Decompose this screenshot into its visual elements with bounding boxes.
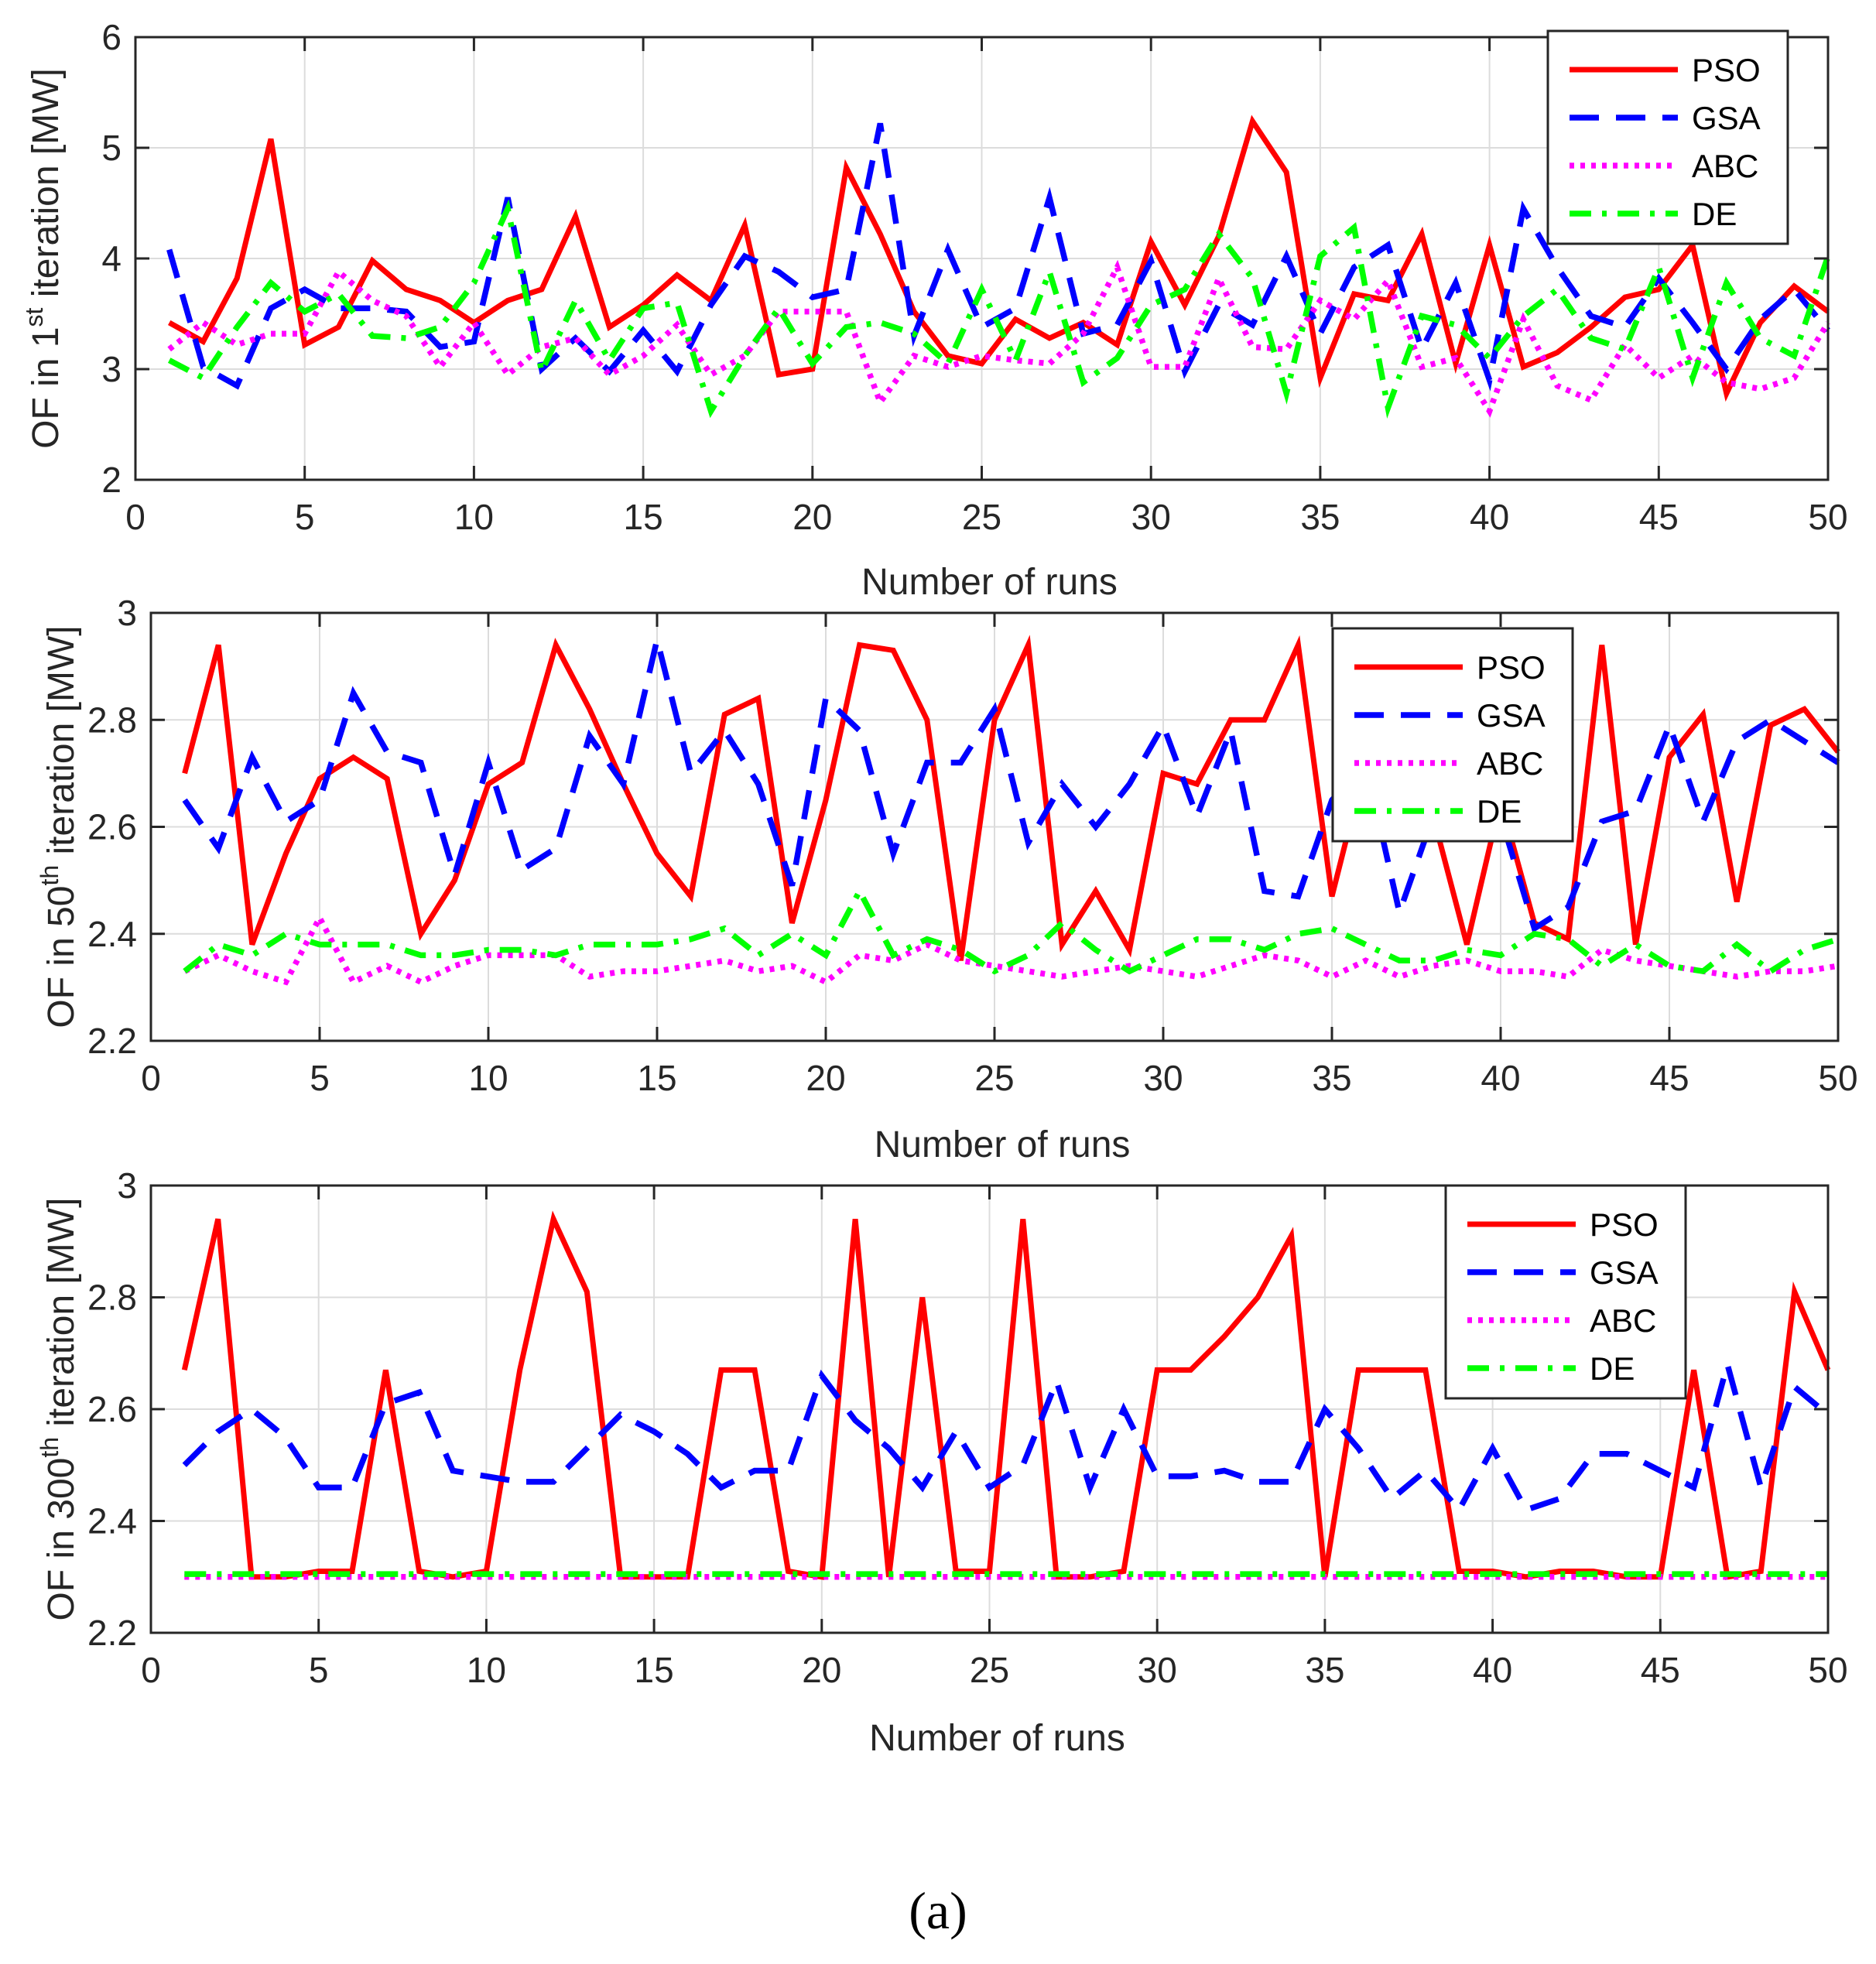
x-tick-label: 5 [309, 1650, 329, 1690]
series-line-de [183, 884, 1840, 975]
y-tick-label: 4 [101, 238, 122, 279]
y-tick-label: 3 [117, 593, 137, 633]
x-tick-label: 10 [468, 1058, 508, 1098]
series-line-abc [183, 911, 1839, 986]
series-line-abc [167, 259, 1831, 418]
y-tick-label: 2.2 [87, 1613, 137, 1653]
x-tick-label: 20 [806, 1058, 845, 1098]
y-axis-label-suffix: iteration [MW] [26, 68, 67, 307]
series-line-gsa [182, 638, 1840, 933]
series-line-de [167, 199, 1831, 419]
legend-label-pso: PSO [1590, 1206, 1659, 1243]
y-axis-label-main: OF in 1 [26, 327, 67, 448]
y-tick-label: 5 [101, 128, 122, 168]
x-tick-label: 20 [793, 497, 832, 537]
chart-50th-iteration: 0 5 10 15 20 25 30 35 40 45 50 2.2 2.4 2.6 2.8 3 Number … [36, 593, 1858, 1165]
y-axis-label: OF in 50th iteration [MW] [36, 625, 82, 1028]
series-line-gsa [182, 1353, 1830, 1515]
legend-box [1331, 627, 1574, 843]
figure-caption: (a) [909, 1881, 967, 1940]
legend-label-abc: ABC [1692, 148, 1758, 184]
x-axis-label: Number of runs [861, 562, 1118, 603]
y-axis-label-superscript: th [36, 865, 63, 886]
legend-label-pso: PSO [1692, 52, 1761, 88]
x-tick-label: 0 [141, 1650, 161, 1690]
x-tick-label: 45 [1639, 497, 1679, 537]
y-tick-label: 2.6 [87, 807, 137, 847]
y-axis-label-suffix: iteration [MW] [41, 1198, 82, 1437]
y-tick-label: 6 [101, 17, 122, 57]
x-tick-label: 35 [1305, 1650, 1344, 1690]
y-axis-label-superscript: st [20, 307, 48, 327]
x-tick-label: 5 [295, 497, 315, 537]
y-tick-label: 3 [117, 1165, 137, 1206]
x-tick-label: 40 [1473, 1650, 1512, 1690]
x-tick-label: 20 [802, 1650, 841, 1690]
x-tick-label: 50 [1808, 1650, 1847, 1690]
legend-label-de: DE [1590, 1350, 1635, 1387]
x-tick-label: 40 [1481, 1058, 1520, 1098]
x-tick-label: 45 [1649, 1058, 1689, 1098]
series-line-pso [167, 115, 1830, 402]
x-tick-label: 35 [1312, 1058, 1351, 1098]
x-axis-label: Number of runs [869, 1718, 1125, 1759]
x-tick-label: 35 [1300, 497, 1340, 537]
x-tick-label: 10 [454, 497, 494, 537]
x-tick-label: 25 [970, 1650, 1009, 1690]
y-axis-label-superscript: th [36, 1437, 63, 1458]
legend-label-abc: ABC [1477, 745, 1543, 782]
x-tick-label: 15 [624, 497, 663, 537]
x-tick-label: 15 [637, 1058, 676, 1098]
legend-box [1444, 1184, 1687, 1400]
x-tick-label: 30 [1143, 1058, 1183, 1098]
y-tick-label: 2 [101, 460, 122, 500]
x-tick-label: 10 [467, 1650, 506, 1690]
x-tick-label: 30 [1131, 497, 1171, 537]
series-line-gsa [166, 122, 1830, 392]
y-tick-label: 3 [101, 349, 122, 389]
y-axis-label-suffix: iteration [MW] [41, 625, 82, 864]
x-tick-label: 25 [974, 1058, 1014, 1098]
x-tick-label: 50 [1808, 497, 1847, 537]
legend-label-pso: PSO [1477, 649, 1546, 686]
y-tick-label: 2.4 [87, 914, 137, 954]
y-tick-label: 2.8 [87, 1278, 137, 1318]
legend-label-gsa: GSA [1590, 1254, 1659, 1291]
y-axis-label-main: OF in 50 [41, 886, 82, 1028]
legend-label-de: DE [1692, 196, 1737, 232]
legend-label-abc: ABC [1590, 1302, 1656, 1339]
y-tick-label: 2.6 [87, 1389, 137, 1429]
y-tick-label: 2.8 [87, 700, 137, 740]
x-tick-label: 15 [635, 1650, 674, 1690]
x-axis-label: Number of runs [875, 1124, 1131, 1165]
x-tick-label: 0 [125, 497, 145, 537]
x-tick-label: 50 [1818, 1058, 1857, 1098]
legend-label-gsa: GSA [1477, 697, 1546, 734]
legend: PSO GSA ABC DE [1546, 29, 1789, 245]
x-tick-label: 25 [962, 497, 1001, 537]
x-tick-label: 40 [1470, 497, 1509, 537]
x-tick-label: 5 [310, 1058, 330, 1098]
legend-label-de: DE [1477, 793, 1522, 830]
legend: PSO GSA ABC DE [1331, 627, 1574, 843]
x-tick-label: 30 [1138, 1650, 1177, 1690]
y-tick-label: 2.2 [87, 1021, 137, 1061]
legend-label-gsa: GSA [1692, 100, 1761, 136]
y-axis-label: OF in 1st iteration [MW] [20, 68, 67, 449]
y-axis-label-main: OF in 300 [41, 1458, 82, 1621]
chart-300th-iteration: 0 5 10 15 20 25 30 35 40 45 50 2.2 2.4 2.6 2.8 3 Number … [36, 1165, 1848, 1759]
x-tick-label: 45 [1641, 1650, 1680, 1690]
legend-box [1546, 29, 1789, 245]
x-tick-label: 0 [141, 1058, 161, 1098]
y-axis-label: OF in 300th iteration [MW] [36, 1198, 82, 1621]
y-tick-label: 2.4 [87, 1501, 137, 1541]
legend: PSO GSA ABC DE [1444, 1184, 1687, 1400]
